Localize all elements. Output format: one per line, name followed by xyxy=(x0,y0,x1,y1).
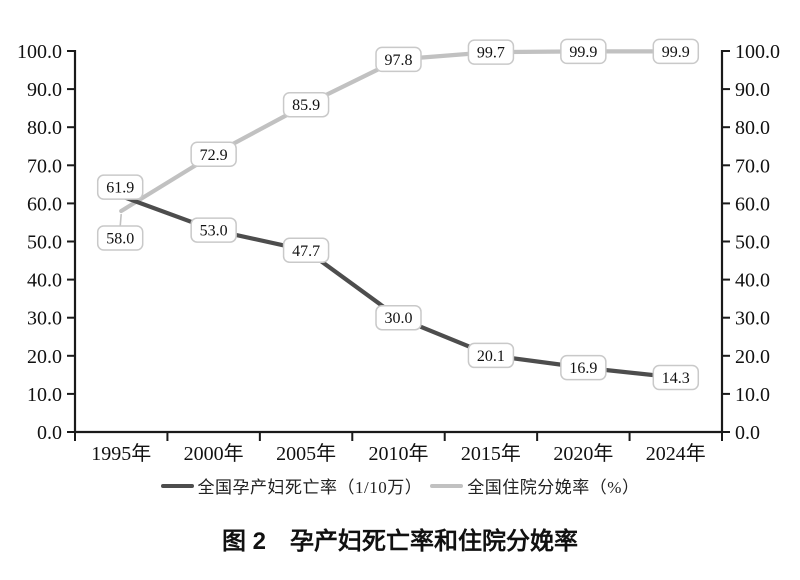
point-label-box xyxy=(375,304,422,331)
x-tick-label: 2005年 xyxy=(276,442,336,465)
legend-line-sample-light xyxy=(430,483,464,488)
y-tick-label-right: 50.0 xyxy=(735,232,770,254)
chart-legend: 全国孕产妇死亡率（1/10万） 全国住院分娩率（%） xyxy=(0,473,800,498)
point-label: 53.0 xyxy=(200,223,228,240)
y-tick-label-right: 100.0 xyxy=(735,41,780,63)
point-label-box xyxy=(560,354,607,381)
legend-label-maternal-mortality-rate: 全国孕产妇死亡率（1/10万） xyxy=(197,478,423,497)
point-label-box xyxy=(190,141,237,168)
y-tick-label-left: 70.0 xyxy=(27,155,62,177)
point-label: 16.9 xyxy=(569,360,597,377)
y-tick-label-left: 90.0 xyxy=(27,79,62,101)
point-label-box xyxy=(652,38,700,65)
x-tick-label: 2015年 xyxy=(461,442,521,465)
point-label-box xyxy=(467,39,515,65)
y-tick-label-left: 60.0 xyxy=(27,193,62,215)
y-tick-label-left: 80.0 xyxy=(27,117,62,139)
y-tick-label-left: 0.0 xyxy=(37,422,62,444)
y-tick-label-left: 100.0 xyxy=(17,41,62,63)
point-label: 61.9 xyxy=(106,180,134,197)
point-label: 30.0 xyxy=(385,310,413,327)
point-label-box xyxy=(467,342,515,369)
point-label-box xyxy=(375,46,422,73)
y-tick-label-right: 30.0 xyxy=(735,308,770,330)
legend-item-maternal-mortality-rate: 全国孕产妇死亡率（1/10万） xyxy=(160,473,423,498)
point-label: 47.7 xyxy=(292,243,320,260)
point-label-box xyxy=(282,91,330,118)
point-label: 20.1 xyxy=(477,348,505,365)
point-label: 72.9 xyxy=(200,147,228,164)
y-tick-label-right: 20.0 xyxy=(735,346,770,368)
point-label-box xyxy=(560,38,607,65)
point-label-box xyxy=(652,364,700,391)
y-tick-label-right: 70.0 xyxy=(735,155,770,177)
point-label-box xyxy=(282,237,330,264)
figure-caption: 图 2 孕产妇死亡率和住院分娩率 xyxy=(221,528,578,555)
legend-label-hospital-delivery-rate: 全国住院分娩率（%） xyxy=(467,478,640,497)
x-tick-label: 1995年 xyxy=(91,442,151,465)
x-tick-label: 2024年 xyxy=(646,442,706,465)
y-tick-label-left: 30.0 xyxy=(27,308,62,330)
series-line-1 xyxy=(119,49,678,214)
y-tick-label-left: 10.0 xyxy=(27,384,62,406)
y-tick-label-right: 90.0 xyxy=(735,79,770,101)
point-label: 99.9 xyxy=(662,44,690,61)
y-tick-label-right: 40.0 xyxy=(735,270,770,292)
point-label: 14.3 xyxy=(662,370,690,387)
x-tick-label: 2000年 xyxy=(184,442,244,465)
point-label: 99.7 xyxy=(477,45,505,62)
legend-line-sample-dark xyxy=(160,483,194,488)
point-label: 97.8 xyxy=(385,52,413,69)
x-tick-label: 2010年 xyxy=(369,442,429,465)
y-tick-label-left: 20.0 xyxy=(27,346,62,368)
y-tick-label-left: 40.0 xyxy=(27,270,62,292)
label-leader-line xyxy=(119,213,123,227)
point-label-box xyxy=(190,217,237,243)
y-tick-label-right: 10.0 xyxy=(735,384,770,406)
point-label: 85.9 xyxy=(292,97,320,114)
point-label-box xyxy=(96,225,144,251)
y-tick-label-right: 60.0 xyxy=(735,193,770,215)
y-tick-label-left: 50.0 xyxy=(27,232,62,254)
point-label: 58.0 xyxy=(106,231,134,248)
x-tick-label: 2020年 xyxy=(553,442,613,465)
dual-axis-line-chart: 0.0 0.0 10.0 10.0 20.0 20.0 30.0 30.0 40.0 40.0 50… xyxy=(17,38,780,465)
legend-item-hospital-delivery-rate: 全国住院分娩率（%） xyxy=(430,473,639,498)
y-tick-label-right: 80.0 xyxy=(735,117,770,139)
y-tick-label-right: 0.0 xyxy=(735,422,760,444)
point-label-box xyxy=(96,174,144,200)
point-label: 99.9 xyxy=(569,44,597,61)
